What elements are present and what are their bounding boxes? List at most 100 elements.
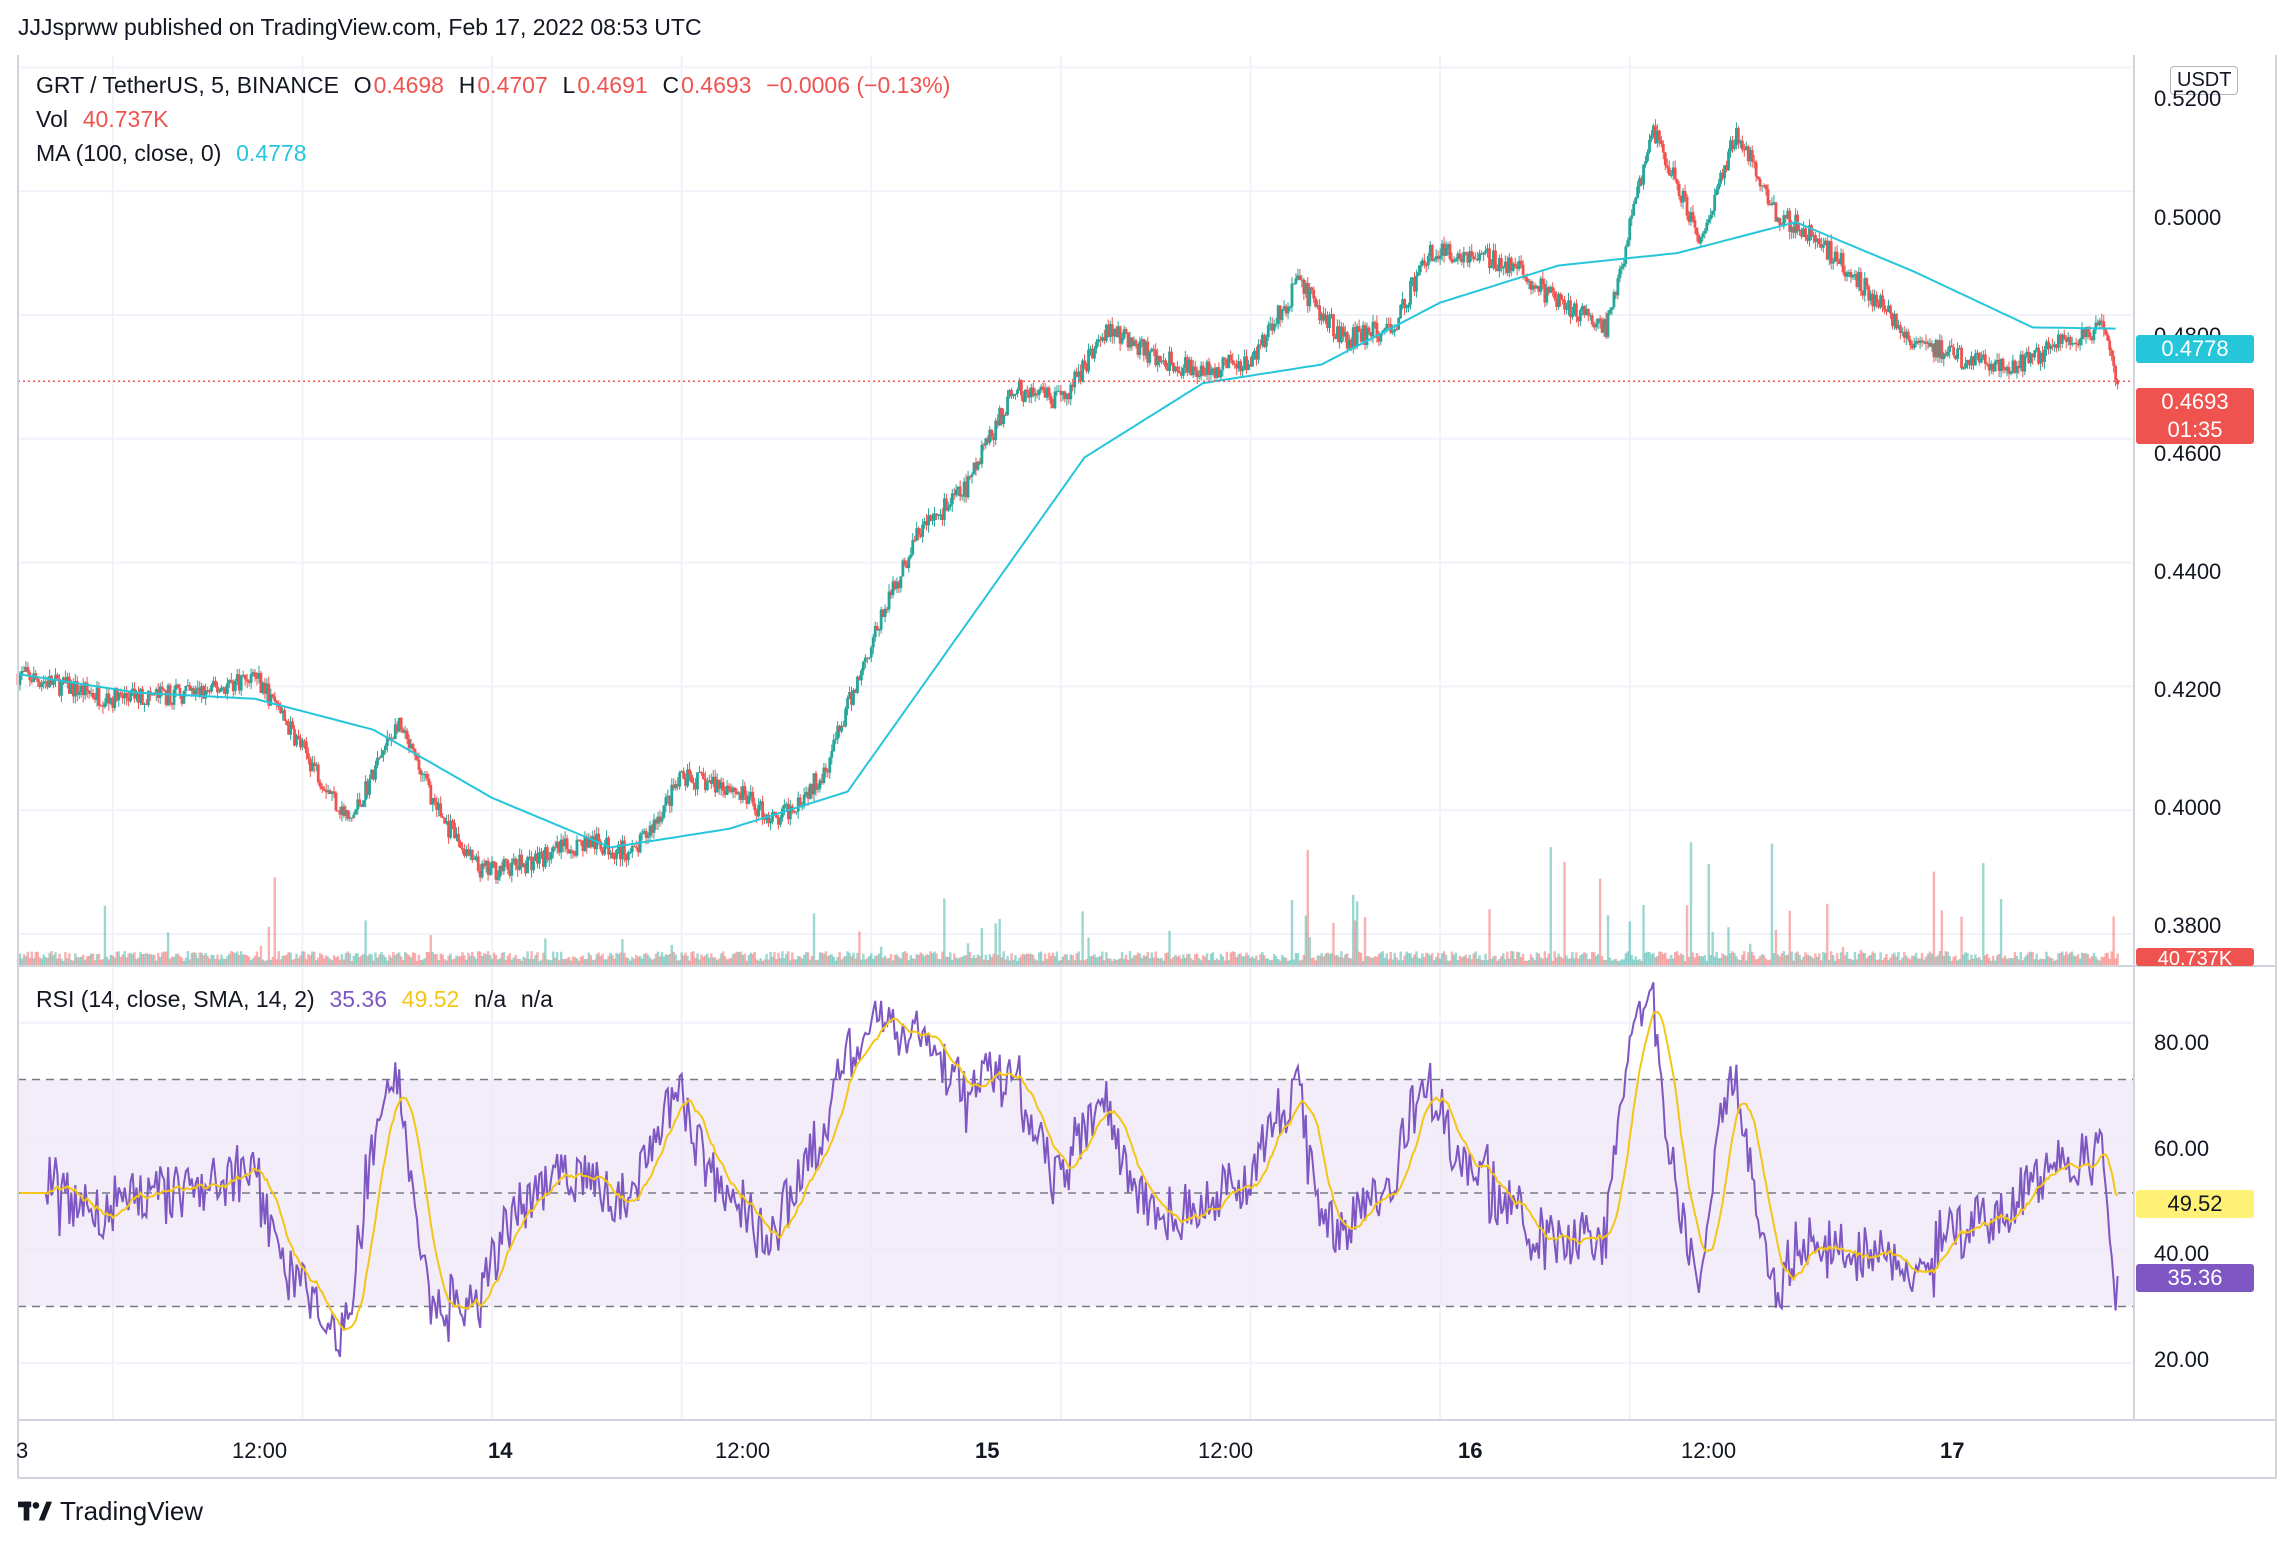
candle-body [1691,212,1695,221]
volume-bar [2088,958,2092,965]
volume-bar [1201,955,1205,965]
candle-body [688,769,691,775]
candle-body [1760,185,1764,187]
candle-body [344,810,348,816]
candle-body [656,816,660,824]
candle-body [1894,313,1898,329]
candle-body [1703,230,1707,234]
volume-bar [340,954,344,965]
volume-bar [1259,954,1262,965]
volume-bar [174,953,178,965]
close-label: C [662,72,680,98]
candle-body [978,461,982,465]
volume-bar [309,955,312,965]
candle-body [186,685,190,687]
candle-body [2045,341,2048,350]
footer-brand[interactable]: TradingView [18,1496,203,1527]
candle-body [1464,251,1468,254]
candle-body [705,782,709,791]
volume-bar [1725,955,1728,965]
candle-body [291,721,294,730]
candle-body [1097,339,1100,342]
volume-bar [1107,958,1110,965]
candle-body [2039,352,2042,364]
candle-body [498,865,502,877]
candle-body [1316,305,1320,307]
rsi-tick: 40.00 [2154,1241,2210,1266]
volume-bar [1733,952,1736,965]
candle-body [970,474,974,477]
candle-body [796,797,800,812]
candle-body [1484,250,1487,253]
candle-body [856,676,859,693]
volume-bar [2102,956,2105,965]
low-value: 0.4691 [577,72,648,98]
volume-bar [1399,951,1402,965]
candle-body [731,787,735,793]
volume-bar [1737,959,1740,965]
candle-body [1561,299,1564,301]
volume-bar [1936,955,1940,965]
candle-body [674,784,678,789]
volume-bar [662,956,666,965]
candle-body [563,838,567,847]
volume-bar [919,952,922,965]
volume-bar [471,951,474,965]
candle-body [1906,331,1910,340]
time-tick: 12:00 [715,1438,771,1463]
volume-bar [1010,953,1013,965]
volume-bar [777,952,780,965]
volume-bar [348,953,352,965]
candle-body [293,729,296,746]
candle-body [721,782,725,791]
volume-bar [1519,957,1523,965]
volume-bar [1766,960,1770,965]
candle-body [478,870,482,878]
volume-bar [804,952,808,965]
candle-body [1428,245,1432,257]
volume-bar [1251,956,1254,965]
volume-bar [627,958,630,965]
volume-bar [1336,955,1339,965]
volume-bar [1539,957,1543,965]
volume-bar [319,952,322,965]
volume-bar [1024,954,1027,965]
candle-body [1195,370,1199,378]
volume-bar [1529,954,1533,965]
candle-body [711,776,715,784]
volume-bar [1928,951,1932,965]
volume-bar [317,957,320,965]
candle-body [1073,371,1077,388]
volume-bar [595,954,598,965]
candle-body [1104,324,1108,341]
volume-bar [885,958,889,965]
candle-body [1043,389,1047,398]
volume-bar [1425,952,1428,965]
volume-bar [257,956,261,965]
volume-bar [1326,952,1329,965]
candle-body [1146,341,1150,363]
volume-bar [1182,954,1185,965]
volume-bar [1624,953,1627,965]
volume-bar [311,951,314,965]
volume-bar [840,959,843,965]
volume-bar [1786,954,1789,965]
candle-body [761,801,765,820]
candle-body [569,850,573,854]
candle-body [1596,318,1600,324]
candle-body [196,687,200,690]
candle-body [1610,307,1614,310]
volume-bar [1387,959,1390,965]
volume-bar [1150,952,1153,965]
candle-body [1847,272,1851,274]
volume-bar [978,956,982,965]
volume-bar [579,956,583,965]
volume-bar [583,958,587,965]
currency-button[interactable]: USDT [2170,66,2239,95]
candle-body [737,792,741,794]
candle-body [1087,349,1090,372]
volume-bar [1207,959,1211,965]
rsi-levels [18,1078,2134,1308]
volume-bar [1986,953,1989,965]
